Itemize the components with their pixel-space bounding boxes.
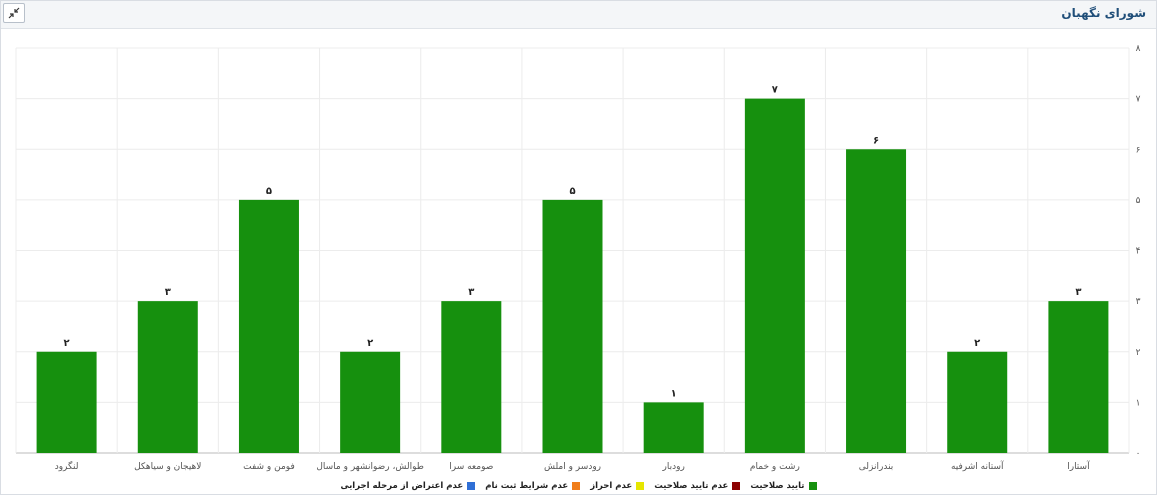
legend-swatch [572,482,581,490]
collapse-arrows-icon [8,7,20,19]
bar-chart: ۰ ۱ ۲ ۳ ۴ ۵ ۶ ۷ ۸ ۳ آستارا ۲ آستانه اشرفیه ۶ بندرانزلی… [15,44,1141,472]
y-tick-label: ۸ [1136,44,1141,54]
x-category-label: آستارا [1067,460,1090,472]
bar [238,199,299,453]
bar-value-label: ۱ [671,388,677,399]
y-tick-label: ۶ [1136,145,1141,155]
x-category-label: لاهیجان و سیاهکل [134,462,201,472]
y-tick-label: ۷ [1136,95,1141,105]
bar [137,301,198,453]
panel-title: شورای نگهبان [1061,6,1146,20]
bar-value-label: ۲ [974,338,980,349]
bar [36,351,97,453]
bar-value-label: ۵ [569,186,575,197]
legend-label: عدم تایید صلاحیت [654,481,729,491]
legend-swatch [467,482,476,490]
x-category-label: لنگرود [55,460,79,472]
y-tick-label: ۱ [1136,398,1141,408]
legend-item[interactable]: عدم اعتراض از مرحله اجرایی [340,480,476,492]
legend-label: عدم احراز [590,481,633,491]
bar-value-label: ۳ [165,287,171,298]
x-category-label: آستانه اشرفیه [951,460,1004,472]
legend-item[interactable]: تایید صلاحیت [750,480,817,492]
chart-labels: ۰ ۱ ۲ ۳ ۴ ۵ ۶ ۷ ۸ ۳ آستارا ۲ آستانه اشرفیه ۶ بندرانزلی… [55,44,1141,472]
y-tick-label: ۴ [1136,247,1141,257]
y-tick-label: ۲ [1136,348,1141,358]
bar-value-label: ۵ [266,186,272,197]
panel-header: شورای نگهبان [1,1,1156,29]
bar-value-label: ۶ [873,135,879,146]
x-category-label: رودسر و املش [544,462,601,472]
bar [1048,301,1109,453]
bar [947,351,1008,453]
legend-swatch [808,482,817,490]
x-category-label: رودبار [662,462,685,472]
bar [441,301,502,453]
bar-value-label: ۲ [64,338,70,349]
legend-label: تایید صلاحیت [750,481,805,491]
x-category-label: رشت و خمام [750,462,800,472]
chart-bars [36,98,1109,453]
legend-label: عدم اعتراض از مرحله اجرایی [340,481,464,491]
legend-item[interactable]: عدم شرایط ثبت نام [485,480,581,492]
chart-legend: تایید صلاحیت عدم تایید صلاحیت عدم احراز عدم… [0,480,1157,492]
x-category-label: طوالش، رضوانشهر و ماسال [316,462,424,472]
x-category-label: صومعه سرا [449,462,493,472]
bar [744,98,805,453]
legend-label: عدم شرایط ثبت نام [485,481,569,491]
y-tick-label: ۵ [1136,196,1141,206]
bar [542,199,603,453]
bar-value-label: ۷ [772,85,778,96]
legend-item[interactable]: عدم تایید صلاحیت [654,480,741,492]
legend-item[interactable]: عدم احراز [590,480,645,492]
legend-swatch [636,482,645,490]
bar-value-label: ۳ [468,287,474,298]
bar [340,351,401,453]
y-tick-label: ۰ [1136,449,1141,459]
x-category-label: فومن و شفت [243,462,295,472]
collapse-button[interactable] [3,3,25,23]
bar [643,402,704,453]
bar-value-label: ۲ [367,338,373,349]
bar [846,149,907,453]
bar-value-label: ۳ [1075,287,1081,298]
legend-swatch [732,482,741,490]
x-category-label: بندرانزلی [859,462,894,472]
y-tick-label: ۳ [1136,297,1141,307]
